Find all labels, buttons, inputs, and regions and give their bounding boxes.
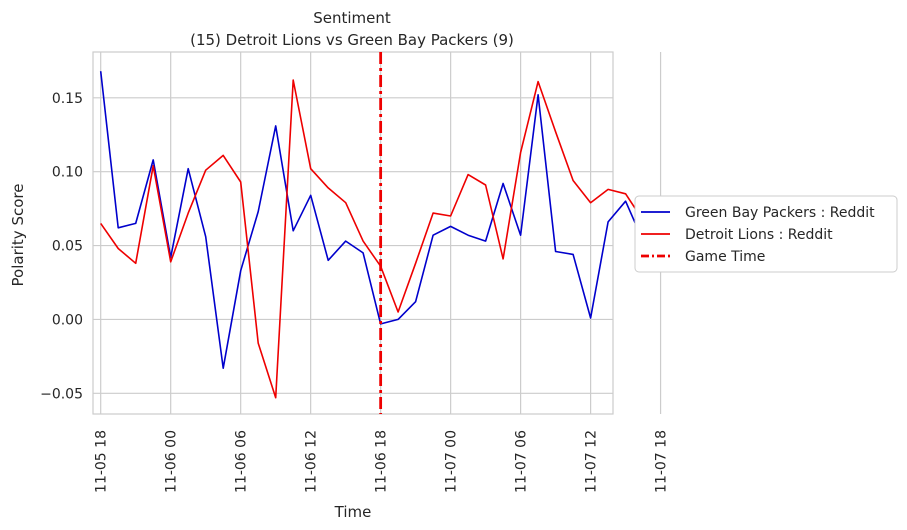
series-line-1 <box>100 79 644 399</box>
y-tick-label-1: 0.00 <box>52 312 83 328</box>
x-tick-label-7: 11-07 12 <box>584 430 600 493</box>
x-axis-label: Time <box>334 503 372 521</box>
y-axis-ticks: −0.05 0.00 0.05 0.10 0.15 <box>40 91 83 403</box>
grid <box>93 52 662 414</box>
x-tick-label-3: 11-06 12 <box>304 430 320 493</box>
y-tick-label-2: 0.05 <box>52 239 83 255</box>
legend-label-1: Detroit Lions : Reddit <box>685 227 833 243</box>
x-tick-label-2: 11-06 06 <box>234 430 250 493</box>
plot-frame <box>92 51 614 415</box>
series <box>99 71 644 399</box>
y-tick-label-4: 0.15 <box>52 91 83 107</box>
x-tick-label-0: 11-05 18 <box>94 430 110 493</box>
legend: Green Bay Packers : Reddit Detroit Lions … <box>634 195 898 273</box>
x-tick-label-5: 11-07 00 <box>444 430 460 493</box>
legend-label-0: Green Bay Packers : Reddit <box>685 205 875 221</box>
y-tick-label-0: −0.05 <box>40 386 83 402</box>
x-tick-label-1: 11-06 00 <box>164 430 180 493</box>
chart-subtitle: (15) Detroit Lions vs Green Bay Packers … <box>190 31 514 49</box>
y-axis-label: Polarity Score <box>9 184 27 287</box>
legend-box <box>634 195 898 273</box>
legend-label-2: Game Time <box>685 249 765 265</box>
x-tick-label-8: 11-07 18 <box>653 430 669 493</box>
chart-title: Sentiment <box>313 9 391 27</box>
x-tick-label-6: 11-07 06 <box>514 430 530 493</box>
x-tick-label-4: 11-06 18 <box>374 430 390 493</box>
y-tick-label-3: 0.10 <box>52 165 83 181</box>
x-axis-ticks: 11-05 18 11-06 00 11-06 06 11-06 12 11-06 18… <box>94 430 670 493</box>
series-line-0 <box>99 71 644 370</box>
